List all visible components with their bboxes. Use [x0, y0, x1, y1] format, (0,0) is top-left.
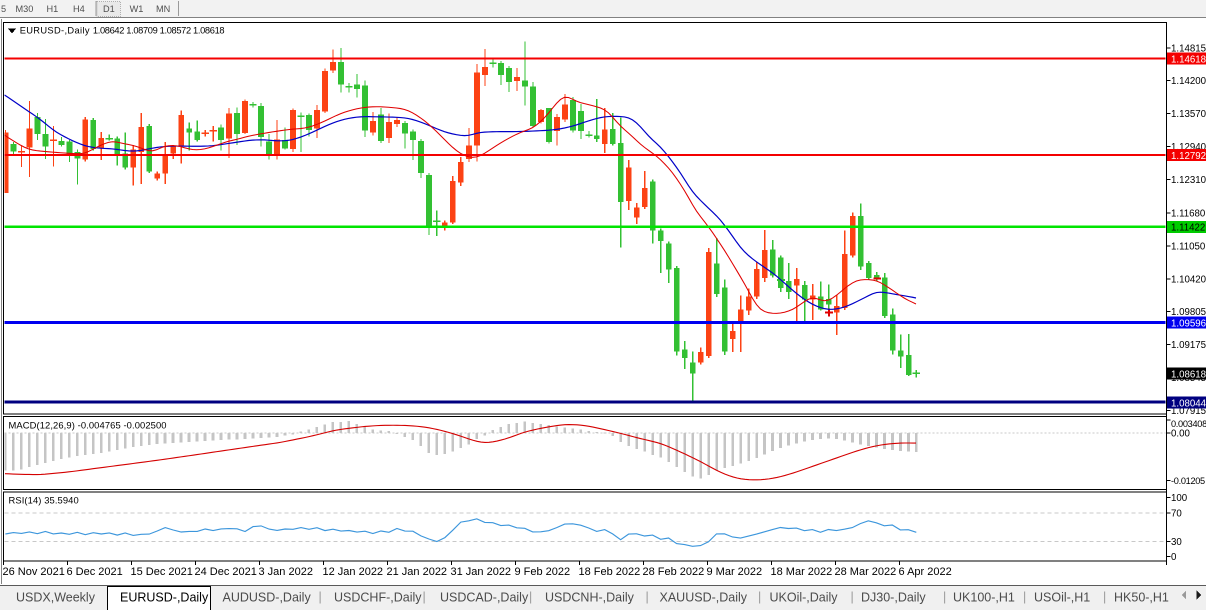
- svg-text:26 Nov 2021: 26 Nov 2021: [3, 566, 65, 578]
- svg-text:|: |: [851, 590, 854, 604]
- svg-text:31 Jan 2022: 31 Jan 2022: [451, 566, 512, 578]
- svg-text:1.08044: 1.08044: [1171, 398, 1206, 409]
- svg-text:USDCHF-,Daily: USDCHF-,Daily: [334, 591, 422, 605]
- svg-text:UKOil-,Daily: UKOil-,Daily: [770, 591, 839, 605]
- svg-text:1.11050: 1.11050: [1171, 241, 1206, 252]
- svg-text:H4: H4: [73, 4, 85, 14]
- svg-text:|: |: [423, 590, 426, 604]
- svg-text:1.12792: 1.12792: [1171, 151, 1206, 162]
- svg-text:-0.01205: -0.01205: [1171, 476, 1205, 486]
- svg-text:21 Jan 2022: 21 Jan 2022: [387, 566, 448, 578]
- svg-text:12 Jan 2022: 12 Jan 2022: [323, 566, 384, 578]
- svg-text:USDCNH-,Daily: USDCNH-,Daily: [545, 591, 635, 605]
- svg-text:1.09175: 1.09175: [1171, 340, 1206, 351]
- svg-text:28 Mar 2022: 28 Mar 2022: [835, 566, 897, 578]
- svg-text:1.13570: 1.13570: [1171, 109, 1206, 120]
- svg-text:|: |: [1023, 590, 1026, 604]
- svg-text:1.08642 1.08709 1.08572 1.0861: 1.08642 1.08709 1.08572 1.08618: [93, 26, 225, 36]
- svg-text:1.11422: 1.11422: [1171, 223, 1205, 234]
- svg-text:EURUSD-,Daily: EURUSD-,Daily: [120, 591, 209, 605]
- svg-text:1.12310: 1.12310: [1171, 175, 1206, 186]
- svg-text:1.09596: 1.09596: [1171, 318, 1206, 329]
- svg-text:5: 5: [1, 4, 6, 14]
- svg-text:M30: M30: [16, 4, 34, 14]
- svg-text:1.12940: 1.12940: [1171, 142, 1206, 153]
- svg-text:D1: D1: [103, 4, 115, 14]
- svg-text:USOil-,H1: USOil-,H1: [1034, 591, 1090, 605]
- svg-text:18 Feb 2022: 18 Feb 2022: [579, 566, 641, 578]
- svg-text:1.14815: 1.14815: [1171, 44, 1206, 55]
- svg-text:1.08618: 1.08618: [1171, 370, 1206, 381]
- svg-text:AUDUSD-,Daily: AUDUSD-,Daily: [223, 591, 312, 605]
- svg-text:6 Apr 2022: 6 Apr 2022: [899, 566, 952, 578]
- svg-text:1.07915: 1.07915: [1171, 406, 1206, 417]
- svg-text:0: 0: [1171, 552, 1177, 563]
- svg-text:DJ30-,Daily: DJ30-,Daily: [861, 591, 926, 605]
- svg-text:9 Feb 2022: 9 Feb 2022: [515, 566, 571, 578]
- svg-text:EURUSD-,Daily: EURUSD-,Daily: [20, 26, 90, 36]
- svg-text:15 Dec 2021: 15 Dec 2021: [131, 566, 193, 578]
- svg-text:|: |: [758, 590, 761, 604]
- svg-text:MN: MN: [156, 4, 170, 14]
- svg-text:0.00: 0.00: [1171, 429, 1190, 440]
- svg-text:28 Feb 2022: 28 Feb 2022: [643, 566, 705, 578]
- svg-text:1.11680: 1.11680: [1171, 208, 1206, 219]
- svg-text:0.003408: 0.003408: [1171, 419, 1206, 429]
- svg-text:24 Dec 2021: 24 Dec 2021: [195, 566, 257, 578]
- svg-text:|: |: [319, 590, 322, 604]
- svg-text:HK50-,H1: HK50-,H1: [1114, 591, 1169, 605]
- svg-text:MACD(12,26,9) -0.004765 -0.002: MACD(12,26,9) -0.004765 -0.002500: [9, 420, 167, 431]
- svg-text:1.14618: 1.14618: [1171, 54, 1206, 65]
- svg-text:30: 30: [1171, 537, 1182, 548]
- svg-text:9 Mar 2022: 9 Mar 2022: [707, 566, 763, 578]
- svg-text:6 Dec 2021: 6 Dec 2021: [67, 566, 123, 578]
- svg-text:100: 100: [1171, 493, 1188, 504]
- svg-text:70: 70: [1171, 509, 1182, 520]
- svg-text:3 Jan 2022: 3 Jan 2022: [259, 566, 313, 578]
- svg-text:18 Mar 2022: 18 Mar 2022: [771, 566, 833, 578]
- svg-text:USDX,Weekly: USDX,Weekly: [16, 591, 96, 605]
- svg-text:|: |: [529, 590, 532, 604]
- svg-text:RSI(14) 35.5940: RSI(14) 35.5940: [9, 495, 79, 506]
- svg-text:XAUUSD-,Daily: XAUUSD-,Daily: [660, 591, 748, 605]
- svg-text:|: |: [1103, 590, 1106, 604]
- svg-text:H1: H1: [47, 4, 59, 14]
- svg-text:1.14200: 1.14200: [1171, 76, 1206, 87]
- svg-text:USDCAD-,Daily: USDCAD-,Daily: [440, 591, 529, 605]
- svg-text:W1: W1: [130, 4, 144, 14]
- svg-text:1.09805: 1.09805: [1171, 307, 1206, 318]
- svg-text:1.10420: 1.10420: [1171, 275, 1206, 286]
- svg-text:|: |: [943, 590, 946, 604]
- svg-text:UK100-,H1: UK100-,H1: [953, 591, 1015, 605]
- svg-text:|: |: [646, 590, 649, 604]
